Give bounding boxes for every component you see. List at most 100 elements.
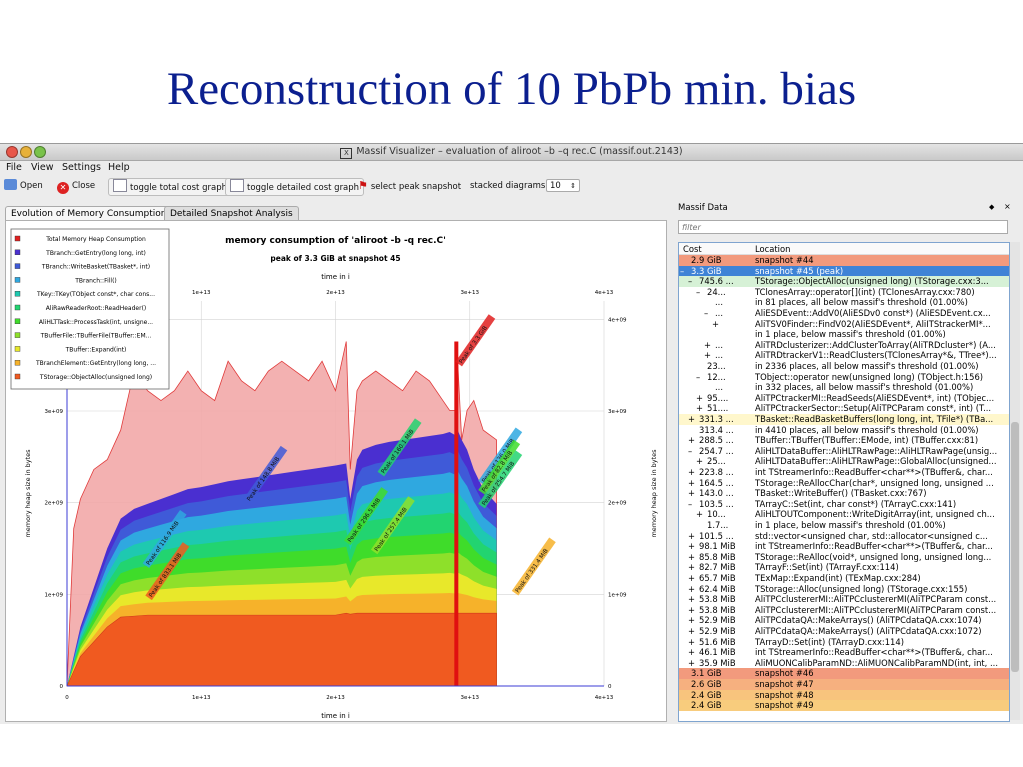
tree-row[interactable]: 2.4 GiB snapshot #49 [679, 700, 1009, 711]
filter-input[interactable] [678, 220, 1008, 234]
menu-help[interactable]: Help [108, 162, 130, 173]
expand-icon[interactable]: + [696, 392, 704, 403]
collapse-icon[interactable]: – [704, 308, 709, 318]
tree-row[interactable]: +53.8 MiB AliTPCclustererMI::AliTPCcluste… [679, 594, 1009, 605]
tab-detailed-snapshot[interactable]: Detailed Snapshot Analysis [164, 206, 299, 221]
expand-icon[interactable]: + [688, 615, 696, 626]
col-location-header[interactable]: Location [755, 244, 791, 254]
menu-view[interactable]: View [31, 162, 54, 173]
close-window-icon[interactable] [6, 146, 18, 158]
tree-row[interactable]: +25... AliHLTDataBuffer::AliHLTRawPage::G… [679, 456, 1009, 467]
tree-row[interactable]: +288.5 ... TBuffer::TBuffer(TBuffer::EMod… [679, 435, 1009, 446]
minimize-window-icon[interactable] [20, 146, 32, 158]
tree-row[interactable]: +35.9 MiB AliMUONCalibParamND::AliMUONCal… [679, 658, 1009, 669]
tree-row[interactable]: +164.5 ... TStorage::ReAllocChar(char*, u… [679, 478, 1009, 489]
expand-icon[interactable]: + [696, 509, 704, 520]
menu-file[interactable]: File [6, 162, 22, 173]
tree-row[interactable]: +... AliTRDclusterizer::AddClusterToArray… [679, 340, 1009, 351]
menu-settings[interactable]: Settings [62, 162, 101, 173]
scrollbar-thumb[interactable] [1011, 422, 1019, 672]
stacked-diagrams-spinbox[interactable]: 10 ⇕ [546, 179, 580, 192]
collapse-icon[interactable]: – [680, 265, 685, 276]
tree-row[interactable]: +62.4 MiB TStorage::Alloc(unsigned long) … [679, 584, 1009, 595]
expand-icon[interactable]: + [696, 456, 704, 467]
expand-icon[interactable]: + [688, 583, 696, 594]
expand-icon[interactable]: + [688, 626, 696, 636]
tree-row[interactable]: +82.7 MiB TArrayF::Set(int) (TArrayF.cxx:… [679, 562, 1009, 573]
tree-row[interactable]: in 1 place, below massif's threshold (01… [679, 329, 1009, 340]
tree-row[interactable]: –12... TObject::operator new(unsigned lon… [679, 372, 1009, 383]
tree-row[interactable]: +51.... AliTPCtrackerSector::Setup(AliTPC… [679, 403, 1009, 414]
expand-icon[interactable]: + [688, 573, 696, 583]
tree-row[interactable]: 1.7... in 1 place, below massif's thresho… [679, 520, 1009, 531]
tree-row[interactable]: +223.8 ... int TStreamerInfo::ReadBuffer<… [679, 467, 1009, 478]
tree-row[interactable]: +10... AliHLTOUTComponent::WriteDigitArra… [679, 509, 1009, 520]
tree-row[interactable]: +... AliTRDtrackerV1::ReadClusters(TClone… [679, 350, 1009, 361]
tree-row[interactable]: +98.1 MiB int TStreamerInfo::ReadBuffer<c… [679, 541, 1009, 552]
select-peak-snapshot-button[interactable]: ⚑ select peak snapshot [358, 179, 462, 192]
expand-icon[interactable]: + [696, 403, 704, 414]
tree-row[interactable]: 2.9 GiB snapshot #44 [679, 255, 1009, 266]
tree-row[interactable]: ... in 81 places, all below massif's thre… [679, 297, 1009, 308]
tree-row[interactable]: +331.3 ... TBasket::ReadBasketBuffers(lon… [679, 414, 1009, 425]
massif-tree[interactable]: Cost Location 2.9 GiB snapshot #44–3.3 Gi… [678, 242, 1010, 722]
expand-icon[interactable]: + [688, 604, 696, 615]
tree-row[interactable]: –... AliESDEvent::AddV0(AliESDv0 const*) … [679, 308, 1009, 319]
tree-row[interactable]: +85.8 MiB TStorage::ReAlloc(void*, unsign… [679, 552, 1009, 563]
tree-row[interactable]: 2.4 GiB snapshot #48 [679, 689, 1009, 701]
expand-icon[interactable]: + [688, 530, 696, 541]
tree-row[interactable]: +95.... AliTPCtrackerMI::ReadSeeds(AliESD… [679, 393, 1009, 404]
tree-row[interactable]: +101.5 ... std::vector<unsigned char, std… [679, 531, 1009, 542]
tree-row[interactable]: –3.3 GiB snapshot #45 (peak) [679, 265, 1009, 277]
toggle-detailed-cost-graph-button[interactable]: toggle detailed cost graph [225, 178, 365, 196]
expand-icon[interactable]: + [688, 594, 696, 605]
tree-row[interactable]: +52.9 MiB AliTPCdataQA::MakeArrays() (Ali… [679, 626, 1009, 637]
collapse-icon[interactable]: – [696, 371, 701, 382]
collapse-icon[interactable]: – [688, 276, 693, 287]
tree-row[interactable]: +52.9 MiB AliTPCdataQA::MakeArrays() (Ali… [679, 615, 1009, 626]
tree-row[interactable]: –254.7 ... AliHLTDataBuffer::AliHLTRawPag… [679, 446, 1009, 457]
tree-row[interactable]: –745.6 ... TStorage::ObjectAlloc(unsigned… [679, 276, 1009, 287]
expand-icon[interactable]: + [704, 339, 712, 350]
tree-row[interactable]: 23... in 2336 places, all below massif's … [679, 361, 1009, 372]
tree-row[interactable]: +65.7 MiB TExMap::Expand(int) (TExMap.cxx… [679, 573, 1009, 584]
float-panel-icon[interactable]: ◆ [989, 203, 995, 211]
expand-icon[interactable]: + [688, 647, 696, 658]
collapse-icon[interactable]: – [688, 445, 693, 456]
expand-icon[interactable]: + [688, 435, 696, 446]
expand-icon[interactable]: + [688, 541, 696, 552]
col-cost-header[interactable]: Cost [683, 244, 702, 254]
maximize-window-icon[interactable] [34, 146, 46, 158]
row-location: AliTPCtrackerSector::Setup(AliTPCParam c… [755, 403, 992, 414]
tab-evolution[interactable]: Evolution of Memory Consumption [5, 206, 173, 221]
tree-scrollbar[interactable] [1010, 242, 1020, 720]
tree-row[interactable]: +143.0 ... TBasket::WriteBuffer() (TBaske… [679, 488, 1009, 499]
toggle-total-cost-graph-button[interactable]: toggle total cost graph [108, 178, 232, 196]
expand-icon[interactable]: + [712, 318, 720, 329]
tree-row[interactable]: + AliTSV0Finder::FindV02(AliESDEvent*, Al… [679, 319, 1009, 330]
collapse-icon[interactable]: – [688, 498, 693, 509]
tree-row[interactable]: 313.4 ... in 4410 places, all below massi… [679, 425, 1009, 436]
tree-row[interactable]: +51.6 MiB TArrayD::Set(int) (TArrayD.cxx:… [679, 637, 1009, 648]
expand-icon[interactable]: + [688, 477, 696, 488]
spin-arrows-icon[interactable]: ⇕ [570, 182, 576, 190]
expand-icon[interactable]: + [688, 488, 696, 499]
expand-icon[interactable]: + [688, 636, 696, 647]
tree-row[interactable]: +46.1 MiB int TStreamerInfo::ReadBuffer<c… [679, 647, 1009, 658]
collapse-icon[interactable]: – [696, 286, 701, 297]
close-panel-icon[interactable]: × [1004, 202, 1011, 211]
tree-row[interactable]: –24... TClonesArray::operator[](int) (TCl… [679, 287, 1009, 298]
close-button[interactable]: ✕ Close [57, 178, 95, 194]
tree-row[interactable]: –103.5 ... TArrayC::Set(int, char const*)… [679, 499, 1009, 510]
expand-icon[interactable]: + [704, 350, 712, 361]
expand-icon[interactable]: + [688, 414, 696, 424]
tree-row[interactable]: 3.1 GiB snapshot #46 [679, 668, 1009, 679]
tree-row[interactable]: ... in 332 places, all below massif's thr… [679, 382, 1009, 393]
tree-row[interactable]: 2.6 GiB snapshot #47 [679, 679, 1009, 690]
expand-icon[interactable]: + [688, 562, 696, 573]
expand-icon[interactable]: + [688, 467, 696, 477]
expand-icon[interactable]: + [688, 551, 696, 562]
tree-row[interactable]: +53.8 MiB AliTPCclustererMI::AliTPCcluste… [679, 605, 1009, 616]
open-button[interactable]: Open [4, 178, 43, 194]
expand-icon[interactable]: + [688, 657, 696, 668]
